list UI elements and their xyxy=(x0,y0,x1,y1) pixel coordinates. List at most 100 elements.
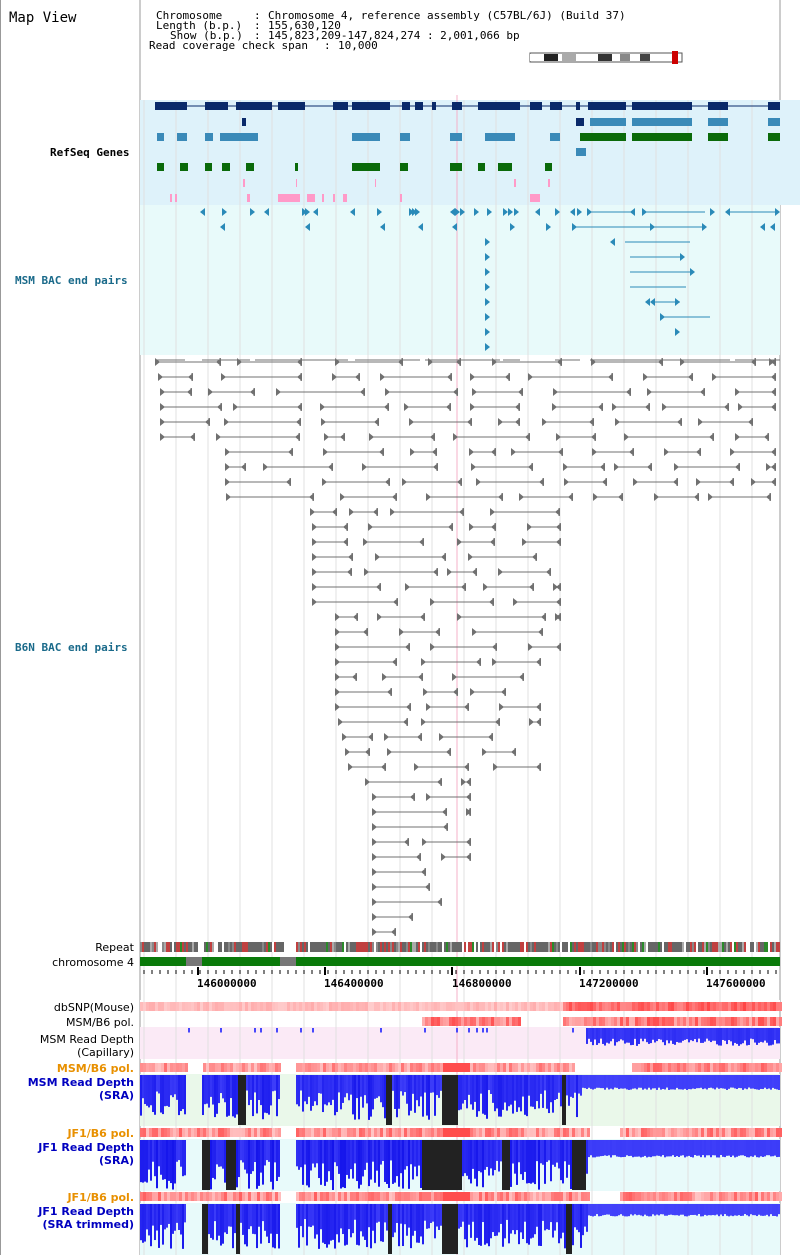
polymorphism-cell xyxy=(776,1063,779,1072)
bac-end-marker xyxy=(591,358,596,366)
polymorphism-cell xyxy=(335,1002,338,1011)
repeat-block xyxy=(342,942,344,952)
read-depth-bar xyxy=(698,1075,700,1089)
polymorphism-cell xyxy=(683,1192,686,1201)
polymorphism-cell xyxy=(710,1192,713,1201)
read-depth-bar xyxy=(458,1140,460,1190)
bac-end-marker xyxy=(577,208,582,216)
read-depth-bar xyxy=(154,1204,156,1241)
read-depth-bar xyxy=(622,1204,624,1216)
read-depth-bar xyxy=(390,1140,392,1161)
read-depth-bar xyxy=(748,1028,750,1045)
polymorphism-cell xyxy=(713,1002,716,1011)
polymorphism-cell xyxy=(479,1017,482,1026)
polymorphism-cell xyxy=(596,1002,599,1011)
read-depth-bar xyxy=(610,1075,612,1089)
bac-end-marker xyxy=(513,598,518,606)
polymorphism-cell xyxy=(497,1063,500,1072)
polymorphism-cell xyxy=(470,1192,473,1201)
read-depth-bar xyxy=(174,1140,176,1184)
refseq-track-label[interactable]: RefSeq Genes xyxy=(50,146,130,159)
polymorphism-cell xyxy=(437,1192,440,1201)
polymorphism-cell xyxy=(440,1017,443,1026)
read-depth-bar xyxy=(642,1075,644,1090)
read-depth-bar xyxy=(208,1204,210,1235)
polymorphism-cell xyxy=(629,1192,632,1201)
read-depth-bar xyxy=(736,1075,738,1090)
read-depth-bar xyxy=(144,1075,146,1105)
polymorphism-cell xyxy=(758,1128,761,1137)
polymorphism-cell xyxy=(158,1002,161,1011)
polymorphism-cell xyxy=(707,1128,710,1137)
polymorphism-cell xyxy=(293,1002,296,1011)
read-depth-bar xyxy=(720,1140,722,1156)
read-depth-bar xyxy=(514,1075,516,1101)
polymorphism-cell xyxy=(653,1192,656,1201)
bac-end-marker xyxy=(313,208,318,216)
read-depth-bar xyxy=(428,1075,430,1120)
polymorphism-cell xyxy=(569,1128,572,1137)
repeat-block xyxy=(638,942,640,952)
polymorphism-cell xyxy=(194,1192,197,1201)
read-depth-bar xyxy=(732,1140,734,1156)
bac-end-marker xyxy=(472,628,477,636)
bac-end-marker xyxy=(305,223,310,231)
polymorphism-cell xyxy=(275,1128,278,1137)
read-depth-bar xyxy=(624,1140,626,1157)
polymorphism-cell xyxy=(362,1128,365,1137)
read-depth-bar xyxy=(530,1204,532,1239)
polymorphism-cell xyxy=(374,1002,377,1011)
polymorphism-cell xyxy=(215,1128,218,1137)
read-depth-bar xyxy=(358,1075,360,1120)
read-depth-bar xyxy=(646,1140,648,1158)
bac-end-marker xyxy=(471,463,476,471)
polymorphism-cell xyxy=(308,1002,311,1011)
read-depth-bar xyxy=(714,1204,716,1216)
polymorphism-cell xyxy=(362,1063,365,1072)
read-depth-bar xyxy=(370,1140,372,1180)
bac-end-marker xyxy=(418,223,423,231)
read-depth-bar xyxy=(412,1204,414,1236)
read-depth-bar xyxy=(202,1140,204,1190)
polymorphism-cell xyxy=(272,1002,275,1011)
repeat-block xyxy=(486,942,488,952)
polymorphism-cell xyxy=(779,1128,782,1137)
read-depth-bar xyxy=(310,1075,312,1111)
bac-end-marker xyxy=(485,343,490,351)
read-depth-bar xyxy=(596,1204,598,1215)
polymorphism-cell xyxy=(569,1017,572,1026)
polymorphism-cell xyxy=(341,1063,344,1072)
polymorphism-cell xyxy=(464,1192,467,1201)
read-depth-bar xyxy=(596,1028,598,1045)
msm-bac-track-label[interactable]: MSM BAC end pairs xyxy=(15,274,128,287)
polymorphism-cell xyxy=(767,1063,770,1072)
read-depth-bar xyxy=(172,1140,174,1190)
polymorphism-cell xyxy=(305,1002,308,1011)
read-depth-bar xyxy=(380,1028,382,1033)
bac-end-marker xyxy=(662,403,667,411)
polymorphism-cell xyxy=(278,1128,281,1137)
read-depth-bar xyxy=(418,1140,420,1166)
bac-end-marker xyxy=(630,208,635,216)
b6n-bac-track-label[interactable]: B6N BAC end pairs xyxy=(15,641,128,654)
polymorphism-cell xyxy=(368,1063,371,1072)
gene-feature xyxy=(545,163,552,171)
read-depth-bar xyxy=(238,1204,240,1254)
polymorphism-cell xyxy=(500,1002,503,1011)
read-depth-bar xyxy=(490,1140,492,1169)
read-depth-bar xyxy=(268,1204,270,1244)
polymorphism-cell xyxy=(539,1192,542,1201)
read-depth-bar xyxy=(324,1204,326,1245)
read-depth-bar xyxy=(772,1075,774,1088)
polymorphism-cell xyxy=(701,1192,704,1201)
polymorphism-cell xyxy=(467,1002,470,1011)
polymorphism-cell xyxy=(485,1063,488,1072)
read-depth-bar xyxy=(328,1075,330,1103)
read-depth-bar xyxy=(262,1140,264,1185)
repeat-block xyxy=(644,942,646,952)
bac-end-marker xyxy=(455,208,460,216)
repeat-block xyxy=(632,942,634,952)
polymorphism-cell xyxy=(428,1128,431,1137)
repeat-block xyxy=(526,942,528,952)
